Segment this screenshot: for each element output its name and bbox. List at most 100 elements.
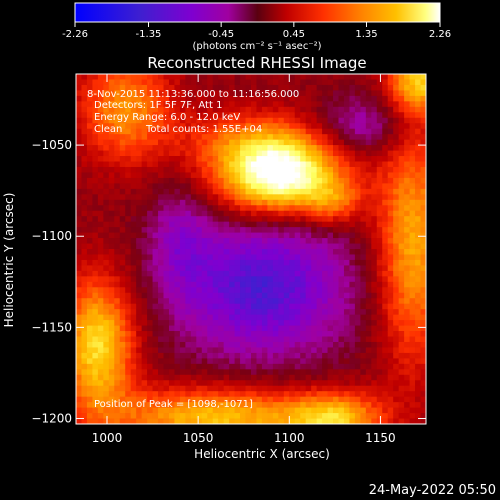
heatmap-cell [256,161,263,168]
heatmap-cell [409,84,416,91]
heatmap-cell [212,336,219,343]
heatmap-cell [103,265,110,272]
heatmap-cell [294,374,301,381]
heatmap-cell [267,341,274,348]
heatmap-cell [168,216,175,223]
heatmap-cell [283,232,290,239]
heatmap-cell [371,380,378,387]
heatmap-cell [305,145,312,151]
heatmap-cell [223,402,230,408]
heatmap-cell [119,374,126,381]
heatmap-cell [158,74,164,80]
heatmap-cell [415,172,421,179]
heatmap-cell [76,336,82,343]
heatmap-cell [294,90,301,97]
heatmap-cell [382,352,389,359]
heatmap-cell [382,90,389,97]
heatmap-cell [136,259,143,266]
heatmap-cell [136,309,143,316]
heatmap-cell [125,391,132,398]
heatmap-cell [207,396,214,403]
heatmap-cell [136,418,143,424]
heatmap-cell [240,396,246,403]
heatmap-cell [174,166,181,173]
heatmap-cell [251,374,257,381]
heatmap-cell [300,259,307,266]
heatmap-cell [152,352,159,359]
heatmap-cell [92,79,99,86]
heatmap-cell [322,243,328,250]
heatmap-cell [338,232,345,239]
heatmap-cell [86,331,93,337]
heatmap-cell [349,298,356,305]
heatmap-cell [322,402,328,408]
heatmap-cell [245,139,252,146]
heatmap-cell [218,347,225,354]
heatmap-cell [305,309,312,316]
heatmap-cell [300,341,307,348]
heatmap-cell [272,309,279,316]
heatmap-cell [136,298,143,305]
heatmap-cell [92,90,99,97]
heatmap-cell [267,276,274,283]
heatmap-cell [81,166,88,173]
heatmap-cell [147,270,153,277]
heatmap-cell [349,407,356,414]
heatmap-cell [404,369,410,376]
heatmap-cell [365,210,372,217]
heatmap-cell [223,199,230,206]
heatmap-cell [415,117,421,124]
heatmap-cell [267,396,274,403]
heatmap-cell [108,166,115,173]
heatmap-cell [272,134,279,141]
heatmap-cell [278,117,285,124]
heatmap-cell [404,249,410,255]
heatmap-cell [256,320,263,326]
heatmap-cell [349,227,356,233]
heatmap-cell [311,413,318,419]
heatmap-cell [229,79,235,86]
heatmap-cell [289,385,296,392]
heatmap-cell [376,150,383,157]
heatmap-cell [152,331,159,337]
heatmap-cell [409,413,416,419]
heatmap-cell [136,210,143,217]
heatmap-cell [196,106,203,113]
heatmap-cell [261,161,268,168]
heatmap-cell [305,380,312,387]
heatmap-cell [316,287,323,294]
heatmap-cell [404,287,410,294]
heatmap-cell [114,320,121,326]
heatmap-cell [234,74,241,80]
heatmap-cell [311,79,318,86]
heatmap-cell [294,106,301,113]
heatmap-cell [147,413,153,419]
heatmap-cell [201,320,208,326]
heatmap-cell [141,254,148,261]
heatmap-cell [256,407,263,414]
heatmap-cell [76,177,82,184]
heatmap-cell [251,413,257,419]
heatmap-cell [333,270,339,277]
heatmap-cell [152,391,159,398]
heatmap-cell [147,161,153,168]
heatmap-cell [119,254,126,261]
heatmap-cell [278,418,285,424]
heatmap-cell [174,243,181,250]
heatmap-cell [305,177,312,184]
heatmap-cell [168,194,175,201]
heatmap-cell [114,199,121,206]
heatmap-cell [218,145,225,151]
heatmap-cell [261,79,268,86]
heatmap-cell [360,385,367,392]
heatmap-cell [261,90,268,97]
heatmap-cell [267,254,274,261]
heatmap-cell [81,227,88,233]
heatmap-cell [382,369,389,376]
heatmap-cell [130,79,137,86]
heatmap-cell [158,84,164,91]
heatmap-cell [185,183,192,190]
heatmap-cell [354,413,361,419]
heatmap-cell [179,314,186,321]
heatmap-cell [92,413,99,419]
